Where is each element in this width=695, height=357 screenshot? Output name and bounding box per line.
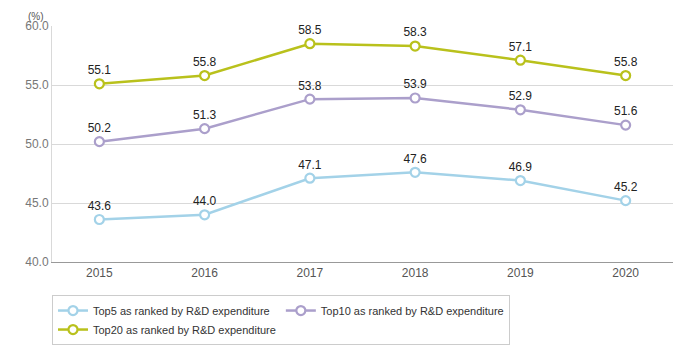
svg-text:45.2: 45.2 <box>614 180 638 194</box>
svg-text:2017: 2017 <box>297 266 324 280</box>
svg-text:43.6: 43.6 <box>88 199 112 213</box>
svg-text:53.8: 53.8 <box>298 79 322 93</box>
svg-text:47.1: 47.1 <box>298 158 322 172</box>
svg-text:51.6: 51.6 <box>614 104 638 118</box>
svg-text:50.0: 50.0 <box>25 137 49 151</box>
svg-text:40.0: 40.0 <box>25 255 49 269</box>
svg-text:46.9: 46.9 <box>509 160 533 174</box>
svg-text:50.2: 50.2 <box>88 121 112 135</box>
svg-text:52.9: 52.9 <box>509 89 533 103</box>
svg-text:2019: 2019 <box>507 266 534 280</box>
svg-text:Top5 as ranked by R&D expendit: Top5 as ranked by R&D expenditure <box>93 305 270 317</box>
svg-text:Top10 as ranked by R&D expendi: Top10 as ranked by R&D expenditure <box>321 305 504 317</box>
svg-text:44.0: 44.0 <box>193 194 217 208</box>
svg-text:53.9: 53.9 <box>403 77 427 91</box>
svg-text:57.1: 57.1 <box>509 40 533 54</box>
svg-text:2015: 2015 <box>86 266 113 280</box>
svg-text:45.0: 45.0 <box>25 196 49 210</box>
svg-text:55.8: 55.8 <box>193 55 217 69</box>
svg-text:47.6: 47.6 <box>403 152 427 166</box>
svg-text:51.3: 51.3 <box>193 108 217 122</box>
svg-text:58.3: 58.3 <box>403 25 427 39</box>
svg-text:55.8: 55.8 <box>614 55 638 69</box>
svg-text:Top20 as ranked by R&D expendi: Top20 as ranked by R&D expenditure <box>93 324 276 336</box>
svg-text:58.5: 58.5 <box>298 23 322 37</box>
svg-text:55.0: 55.0 <box>25 78 49 92</box>
svg-text:60.0: 60.0 <box>25 19 49 33</box>
svg-text:55.1: 55.1 <box>88 63 112 77</box>
svg-text:2018: 2018 <box>402 266 429 280</box>
svg-text:(%): (%) <box>28 11 44 22</box>
svg-text:2020: 2020 <box>612 266 639 280</box>
svg-text:2016: 2016 <box>191 266 218 280</box>
